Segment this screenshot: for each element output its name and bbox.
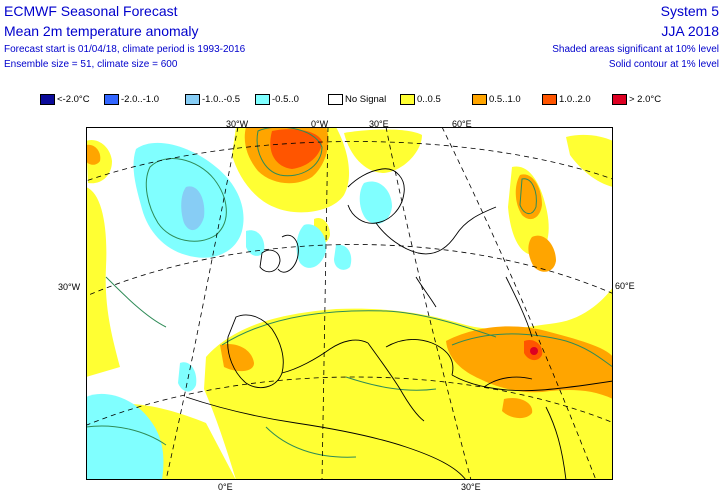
map-subtitle: Mean 2m temperature anomaly [4, 23, 199, 39]
lon-label-top-0: 0°W [311, 119, 329, 129]
warm-anomaly-above-2 [530, 347, 538, 355]
cool-anomaly-0-0.5 [86, 142, 392, 480]
significance-note-1: Solid contour at 1% level [608, 59, 719, 70]
legend-item: -2.0..-1.0 [104, 92, 159, 106]
legend-swatch [185, 93, 200, 105]
page-title: ECMWF Seasonal Forecast [4, 3, 178, 19]
lon-label-top-30e: 30°E [369, 119, 389, 129]
season-label: JJA 2018 [661, 23, 719, 39]
legend-item: 0..0.5 [400, 92, 441, 106]
lat-label-right-60e: 60°E [615, 281, 635, 291]
lon-label-bottom-0: 0°E [218, 482, 233, 492]
legend-label: 1.0..2.0 [559, 93, 591, 105]
legend-item: No Signal [328, 92, 386, 106]
legend-label: -0.5..0 [272, 93, 299, 105]
graticule [86, 127, 613, 480]
legend-swatch [255, 93, 270, 105]
legend-item: 0.5..1.0 [472, 92, 521, 106]
lat-label-left-30w: 30°W [58, 282, 81, 292]
legend-label: 0..0.5 [417, 93, 441, 105]
lon-label-bottom-30e: 30°E [461, 482, 481, 492]
legend-swatch [400, 93, 415, 105]
anomaly-map [86, 127, 613, 480]
legend-swatch [612, 93, 627, 105]
coastlines [185, 168, 613, 480]
forecast-info: Forecast start is 01/04/18, climate peri… [4, 44, 246, 55]
legend-label: No Signal [345, 93, 387, 105]
color-legend: <-2.0°C -2.0..-1.0 -1.0..-0.5 -0.5..0 No Sig… [40, 92, 700, 106]
significance-note-10: Shaded areas significant at 10% level [552, 44, 719, 55]
legend-label: <-2.0°C [57, 93, 90, 105]
legend-swatch [40, 93, 55, 105]
legend-item: <-2.0°C [40, 92, 90, 106]
ensemble-info: Ensemble size = 51, climate size = 600 [4, 59, 178, 70]
map-frame [86, 127, 613, 480]
significance-contours [86, 127, 613, 458]
legend-swatch [542, 93, 557, 105]
legend-label: -1.0..-0.5 [202, 93, 241, 105]
system-label: System 5 [660, 3, 719, 19]
legend-swatch [104, 93, 119, 105]
lon-label-top-60e: 60°E [452, 119, 472, 129]
legend-label: -2.0..-1.0 [121, 93, 160, 105]
legend-swatch [328, 93, 343, 105]
legend-item: 1.0..2.0 [542, 92, 591, 106]
lon-label-top-30w: 30°W [226, 119, 249, 129]
legend-item: -0.5..0 [255, 92, 299, 106]
legend-label: 0.5..1.0 [489, 93, 521, 105]
legend-item: > 2.0°C [612, 92, 661, 106]
legend-label: > 2.0°C [629, 93, 662, 105]
cool-anomaly-0.5-1 [181, 186, 205, 231]
legend-swatch [472, 93, 487, 105]
legend-item: -1.0..-0.5 [185, 92, 240, 106]
